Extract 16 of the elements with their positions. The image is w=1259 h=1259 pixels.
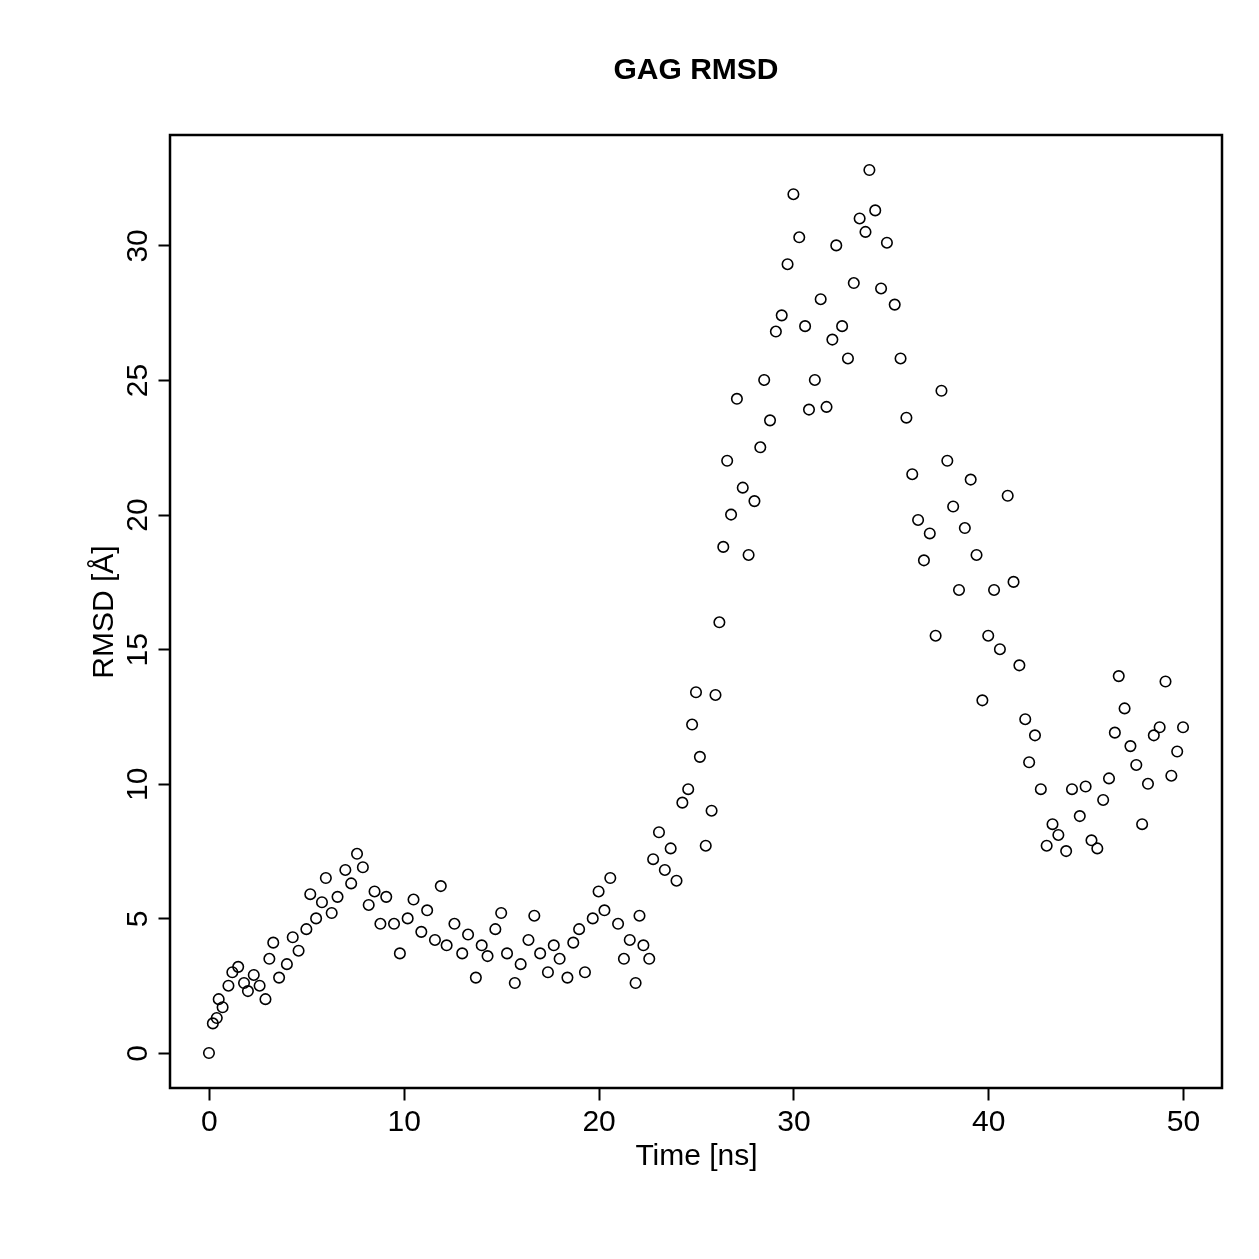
y-tick-label: 10: [119, 767, 153, 801]
y-tick-label: 30: [119, 229, 153, 263]
x-tick-label: 40: [972, 1103, 1006, 1137]
y-axis-title: RMSD [Å]: [85, 545, 119, 679]
y-tick-label: 20: [119, 498, 153, 532]
y-tick-label: 25: [119, 363, 153, 398]
x-tick-label: 10: [387, 1103, 421, 1137]
x-tick-label: 0: [201, 1103, 218, 1137]
y-tick-label: 5: [119, 910, 153, 928]
x-tick-label: 20: [582, 1103, 616, 1137]
chart-title: GAG RMSD: [613, 52, 779, 85]
x-tick-label: 30: [777, 1103, 811, 1137]
y-tick-label: 15: [119, 633, 153, 667]
y-tick-label: 0: [119, 1045, 153, 1062]
x-axis-title: Time [ns]: [635, 1137, 758, 1171]
x-tick-label: 50: [1166, 1103, 1201, 1137]
